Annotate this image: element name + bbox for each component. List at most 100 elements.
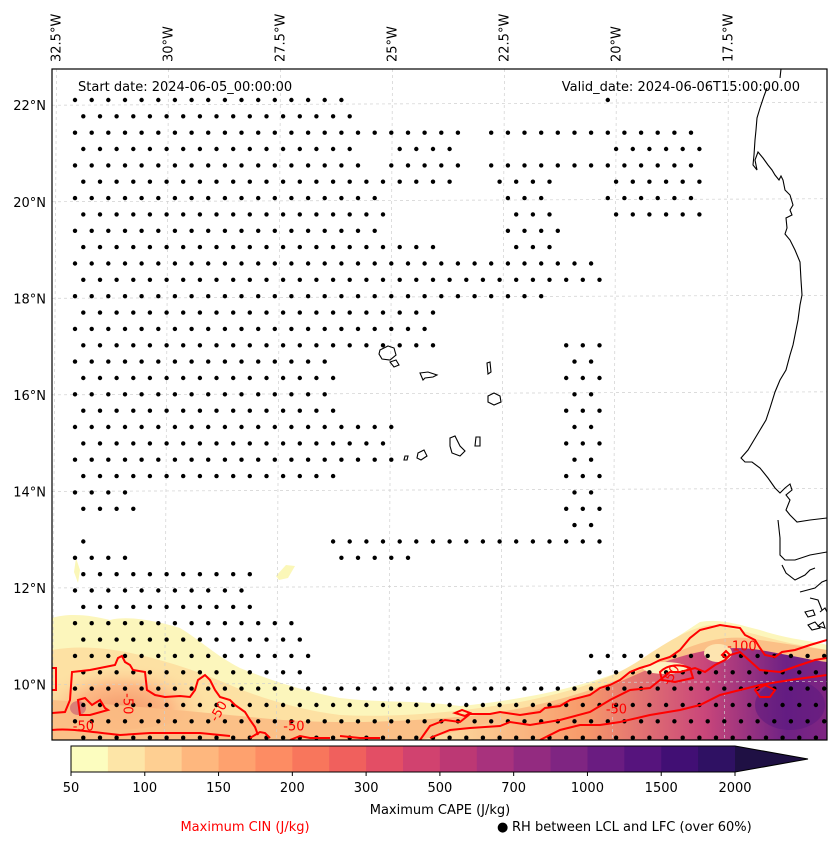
rh-dot [322, 719, 327, 724]
rh-dot [181, 702, 186, 708]
rh-dot [564, 441, 569, 446]
rh-dot [572, 719, 577, 724]
rh-dot [638, 719, 644, 724]
rh-dot [289, 130, 294, 135]
rh-dot [147, 310, 153, 315]
rh-dot [89, 359, 94, 364]
rh-dot [131, 506, 136, 511]
lat-tick-label: 20°N [13, 196, 46, 211]
colorbar-tick-label: 100 [132, 781, 157, 796]
rh-dot [81, 637, 86, 642]
rh-dot [314, 408, 319, 413]
rh-dot [272, 130, 277, 135]
rh-dot [214, 441, 219, 446]
rh-dot [372, 719, 377, 724]
rh-dot [197, 441, 203, 446]
rh-dot [347, 179, 352, 184]
rh-dot [439, 294, 444, 299]
rh-dot [364, 212, 369, 217]
rh-dot [597, 375, 602, 381]
rh-dot [380, 244, 386, 250]
rh-dot [72, 719, 78, 724]
rh-dot [572, 522, 577, 528]
rh-dot [181, 212, 186, 217]
rh-dot [172, 228, 178, 233]
rh-dot [588, 457, 594, 462]
rh-dot [414, 277, 419, 282]
rh-dot [597, 408, 602, 413]
lon-tick-label: 32.5°W [49, 14, 64, 62]
rh-dot [422, 326, 427, 332]
rh-dot [655, 686, 660, 691]
rh-dot [339, 457, 344, 462]
rh-dot [247, 375, 252, 381]
rh-dot [280, 375, 286, 381]
cape-verde-boa-vista [487, 392, 502, 406]
rh-dot [181, 604, 186, 610]
rh-dot [197, 375, 203, 381]
rh-dot [405, 555, 411, 560]
rh-dot [489, 686, 494, 691]
rh-dot [189, 163, 194, 168]
rh-dot [280, 212, 286, 217]
rh-dot [97, 506, 103, 511]
rh-dot [139, 195, 144, 201]
rh-dot [355, 261, 361, 266]
rh-dot [97, 114, 103, 119]
rh-dot [364, 310, 369, 315]
rh-dot [139, 621, 144, 626]
rh-dot [497, 735, 502, 740]
rh-dot [206, 653, 211, 659]
rh-dot [147, 441, 153, 446]
rh-dot [81, 506, 86, 511]
rh-dot [439, 261, 444, 266]
rh-dot [322, 228, 327, 233]
rh-dot [206, 130, 211, 135]
rh-dot [364, 702, 369, 708]
rh-dot [147, 473, 153, 479]
rh-dot [630, 179, 635, 184]
rh-dot [139, 326, 144, 332]
cape-verde-sal [486, 361, 492, 375]
rh-dot [239, 686, 244, 691]
rh-dot [813, 735, 819, 740]
colorbar-segment [624, 746, 662, 772]
rh-dot [339, 163, 344, 168]
map-frame [51, 68, 828, 741]
rh-dot [239, 359, 244, 364]
colorbar-tick-label: 50 [63, 781, 80, 796]
rh-dot [139, 392, 144, 397]
rh-dot [97, 604, 103, 610]
rh-dot [222, 359, 228, 364]
rh-dot [564, 343, 569, 348]
rh-dot [231, 572, 236, 577]
rh-dot [231, 310, 236, 315]
rh-dot [256, 653, 261, 659]
colorbar-tick-label: 700 [501, 781, 526, 796]
rh-dot [139, 653, 144, 659]
rh-dot [122, 130, 128, 135]
rh-dot [122, 555, 128, 560]
latitude-axis: 22°N 20°N 18°N 16°N 14°N 12°N 10°N [13, 99, 46, 693]
rh-dot [89, 228, 94, 233]
rh-dot [72, 195, 78, 201]
rh-dot [272, 326, 277, 332]
colorbar-tick-label: 300 [354, 781, 379, 796]
rh-dot [505, 130, 511, 135]
rh-dot [114, 408, 119, 413]
rh-dot [530, 212, 536, 217]
rh-dot [172, 326, 178, 332]
rh-dot [72, 392, 78, 397]
rh-dot [505, 686, 511, 691]
rh-dot [289, 621, 294, 626]
rh-dot [264, 114, 269, 119]
rh-dot [355, 424, 361, 430]
rh-dot [822, 686, 827, 691]
rh-dot [705, 686, 710, 691]
gridline-lon [500, 69, 505, 740]
rh-dot [181, 441, 186, 446]
rh-dot [397, 310, 402, 315]
rh-dot [430, 343, 436, 348]
rh-dot [447, 702, 452, 708]
rh-dot [339, 261, 344, 266]
